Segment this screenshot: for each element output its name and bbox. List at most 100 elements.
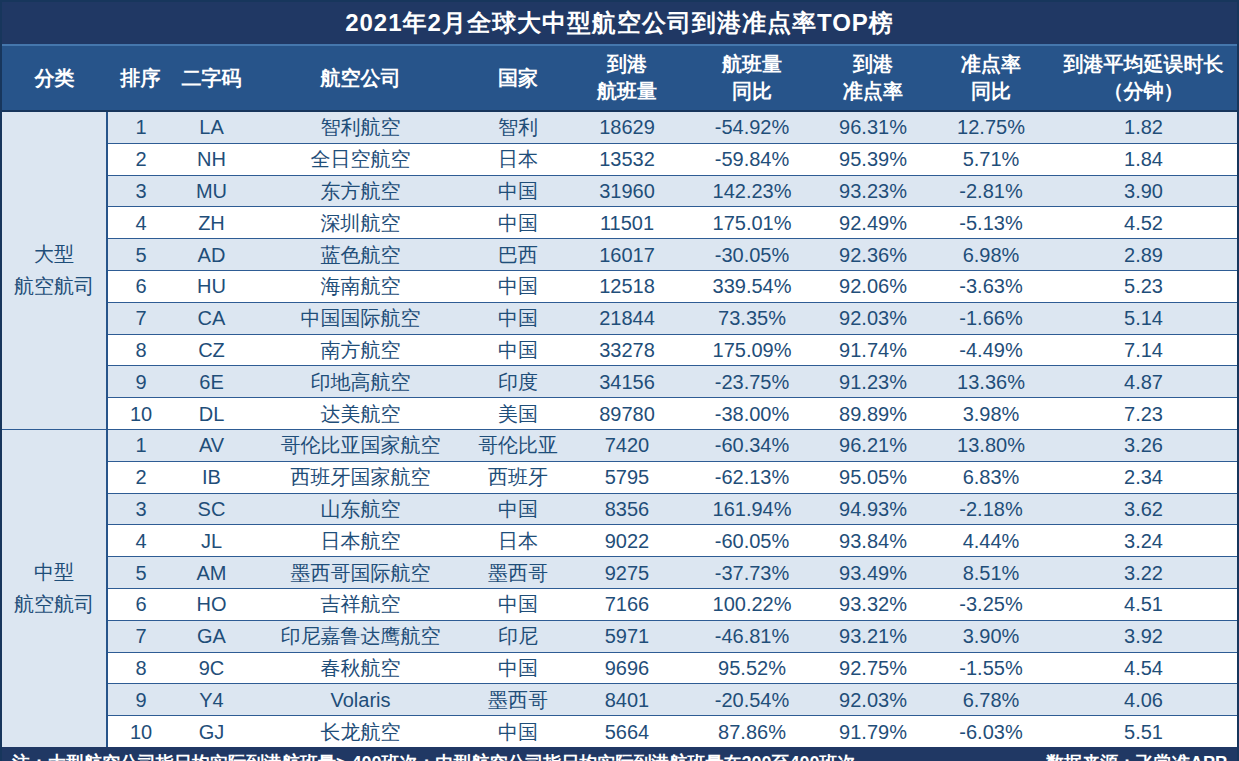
table-cell: 12518 xyxy=(564,270,690,302)
table-cell: 蓝色航空 xyxy=(249,239,472,271)
table-cell: 6.83% xyxy=(932,461,1050,493)
table-cell: 93.84% xyxy=(814,525,932,557)
table-cell: DL xyxy=(174,398,249,430)
table-cell: 93.32% xyxy=(814,588,932,620)
table-cell: 5 xyxy=(107,557,174,589)
table-cell: 智利 xyxy=(472,111,564,143)
table-cell: -5.13% xyxy=(932,207,1050,239)
table-cell: 6 xyxy=(107,270,174,302)
punctuality-table: 分类排序二字码航空公司国家到港航班量航班量同比到港准点率准点率同比到港平均延误时… xyxy=(2,46,1237,747)
table-cell: 6 xyxy=(107,588,174,620)
table-row: 9Y4Volaris墨西哥8401-20.54%92.03%6.78%4.06 xyxy=(2,684,1237,716)
table-cell: 7.14 xyxy=(1050,334,1237,366)
table-row: 4JL日本航空日本9022-60.05%93.84%4.44%3.24 xyxy=(2,525,1237,557)
table-cell: 18629 xyxy=(564,111,690,143)
table-cell: 96.21% xyxy=(814,429,932,461)
table-cell: -2.18% xyxy=(932,493,1050,525)
table-cell: 中国 xyxy=(472,270,564,302)
table-cell: 16017 xyxy=(564,239,690,271)
table-cell: 2.89 xyxy=(1050,239,1237,271)
table-cell: MU xyxy=(174,175,249,207)
table-cell: 中国 xyxy=(472,716,564,747)
table-cell: 87.86% xyxy=(690,716,814,747)
table-cell: 12.75% xyxy=(932,111,1050,143)
table-cell: 92.03% xyxy=(814,302,932,334)
table-cell: 中国 xyxy=(472,652,564,684)
table-cell: 100.22% xyxy=(690,588,814,620)
column-header: 到港平均延误时长（分钟） xyxy=(1050,46,1237,111)
table-cell: 95.05% xyxy=(814,461,932,493)
table-cell: 3.92 xyxy=(1050,620,1237,652)
table-cell: NH xyxy=(174,143,249,175)
column-header: 到港航班量 xyxy=(564,46,690,111)
column-header: 航班量同比 xyxy=(690,46,814,111)
table-cell: 92.36% xyxy=(814,239,932,271)
table-cell: 95.52% xyxy=(690,652,814,684)
table-cell: 7166 xyxy=(564,588,690,620)
table-cell: 6.78% xyxy=(932,684,1050,716)
table-cell: 7 xyxy=(107,620,174,652)
table-cell: -20.54% xyxy=(690,684,814,716)
table-cell: 175.01% xyxy=(690,207,814,239)
table-row: 3SC山东航空中国8356161.94%94.93%-2.18%3.62 xyxy=(2,493,1237,525)
table-cell: 3.26 xyxy=(1050,429,1237,461)
table-cell: 95.39% xyxy=(814,143,932,175)
table-cell: 达美航空 xyxy=(249,398,472,430)
table-cell: 5.14 xyxy=(1050,302,1237,334)
table-cell: 吉祥航空 xyxy=(249,588,472,620)
table-cell: 3.22 xyxy=(1050,557,1237,589)
table-row: 6HO吉祥航空中国7166100.22%93.32%-3.25%4.51 xyxy=(2,588,1237,620)
column-header: 航空公司 xyxy=(249,46,472,111)
table-cell: 中国 xyxy=(472,588,564,620)
table-cell: -1.55% xyxy=(932,652,1050,684)
table-cell: 175.09% xyxy=(690,334,814,366)
table-cell: 13.80% xyxy=(932,429,1050,461)
table-cell: 10 xyxy=(107,716,174,747)
table-cell: 日本航空 xyxy=(249,525,472,557)
table-cell: 8356 xyxy=(564,493,690,525)
table-cell: 4 xyxy=(107,207,174,239)
table-cell: 4.44% xyxy=(932,525,1050,557)
table-cell: 深圳航空 xyxy=(249,207,472,239)
table-cell: 南方航空 xyxy=(249,334,472,366)
table-cell: 8 xyxy=(107,652,174,684)
table-cell: ZH xyxy=(174,207,249,239)
table-cell: 印地高航空 xyxy=(249,366,472,398)
table-body: 大型航空航司1LA智利航空智利18629-54.92%96.31%12.75%1… xyxy=(2,111,1237,747)
table-cell: 中国 xyxy=(472,302,564,334)
page-title: 2021年2月全球大中型航空公司到港准点率TOP榜 xyxy=(2,2,1237,46)
table-cell: -37.73% xyxy=(690,557,814,589)
table-cell: 89780 xyxy=(564,398,690,430)
table-cell: -59.84% xyxy=(690,143,814,175)
table-cell: -60.34% xyxy=(690,429,814,461)
data-source: 数据来源：飞常准APP xyxy=(1046,751,1227,761)
table-cell: 73.35% xyxy=(690,302,814,334)
table-cell: 东方航空 xyxy=(249,175,472,207)
table-cell: Volaris xyxy=(249,684,472,716)
table-cell: 哥伦比亚 xyxy=(472,429,564,461)
table-cell: 1.84 xyxy=(1050,143,1237,175)
table-cell: 中国 xyxy=(472,334,564,366)
table-row: 5AD蓝色航空巴西16017-30.05%92.36%6.98%2.89 xyxy=(2,239,1237,271)
table-row: 7GA印尼嘉鲁达鹰航空印尼5971-46.81%93.21%3.90%3.92 xyxy=(2,620,1237,652)
table-cell: -60.05% xyxy=(690,525,814,557)
table-cell: 92.03% xyxy=(814,684,932,716)
category-cell: 中型航空航司 xyxy=(2,429,107,746)
table-cell: 春秋航空 xyxy=(249,652,472,684)
table-cell: 7420 xyxy=(564,429,690,461)
table-cell: 91.74% xyxy=(814,334,932,366)
column-header: 二字码 xyxy=(174,46,249,111)
table-cell: 中国国际航空 xyxy=(249,302,472,334)
table-cell: 6.98% xyxy=(932,239,1050,271)
column-header: 到港准点率 xyxy=(814,46,932,111)
table-cell: 印度 xyxy=(472,366,564,398)
table-cell: 142.23% xyxy=(690,175,814,207)
table-cell: 1.82 xyxy=(1050,111,1237,143)
table-cell: LA xyxy=(174,111,249,143)
table-cell: 墨西哥国际航空 xyxy=(249,557,472,589)
table-cell: 3.24 xyxy=(1050,525,1237,557)
table-cell: 4.87 xyxy=(1050,366,1237,398)
table-cell: 94.93% xyxy=(814,493,932,525)
table-cell: 4.06 xyxy=(1050,684,1237,716)
footer-bar: 注：大型航空公司指日均实际到港航班量> 400班次；中型航空公司指日均实际到港航… xyxy=(2,747,1237,761)
